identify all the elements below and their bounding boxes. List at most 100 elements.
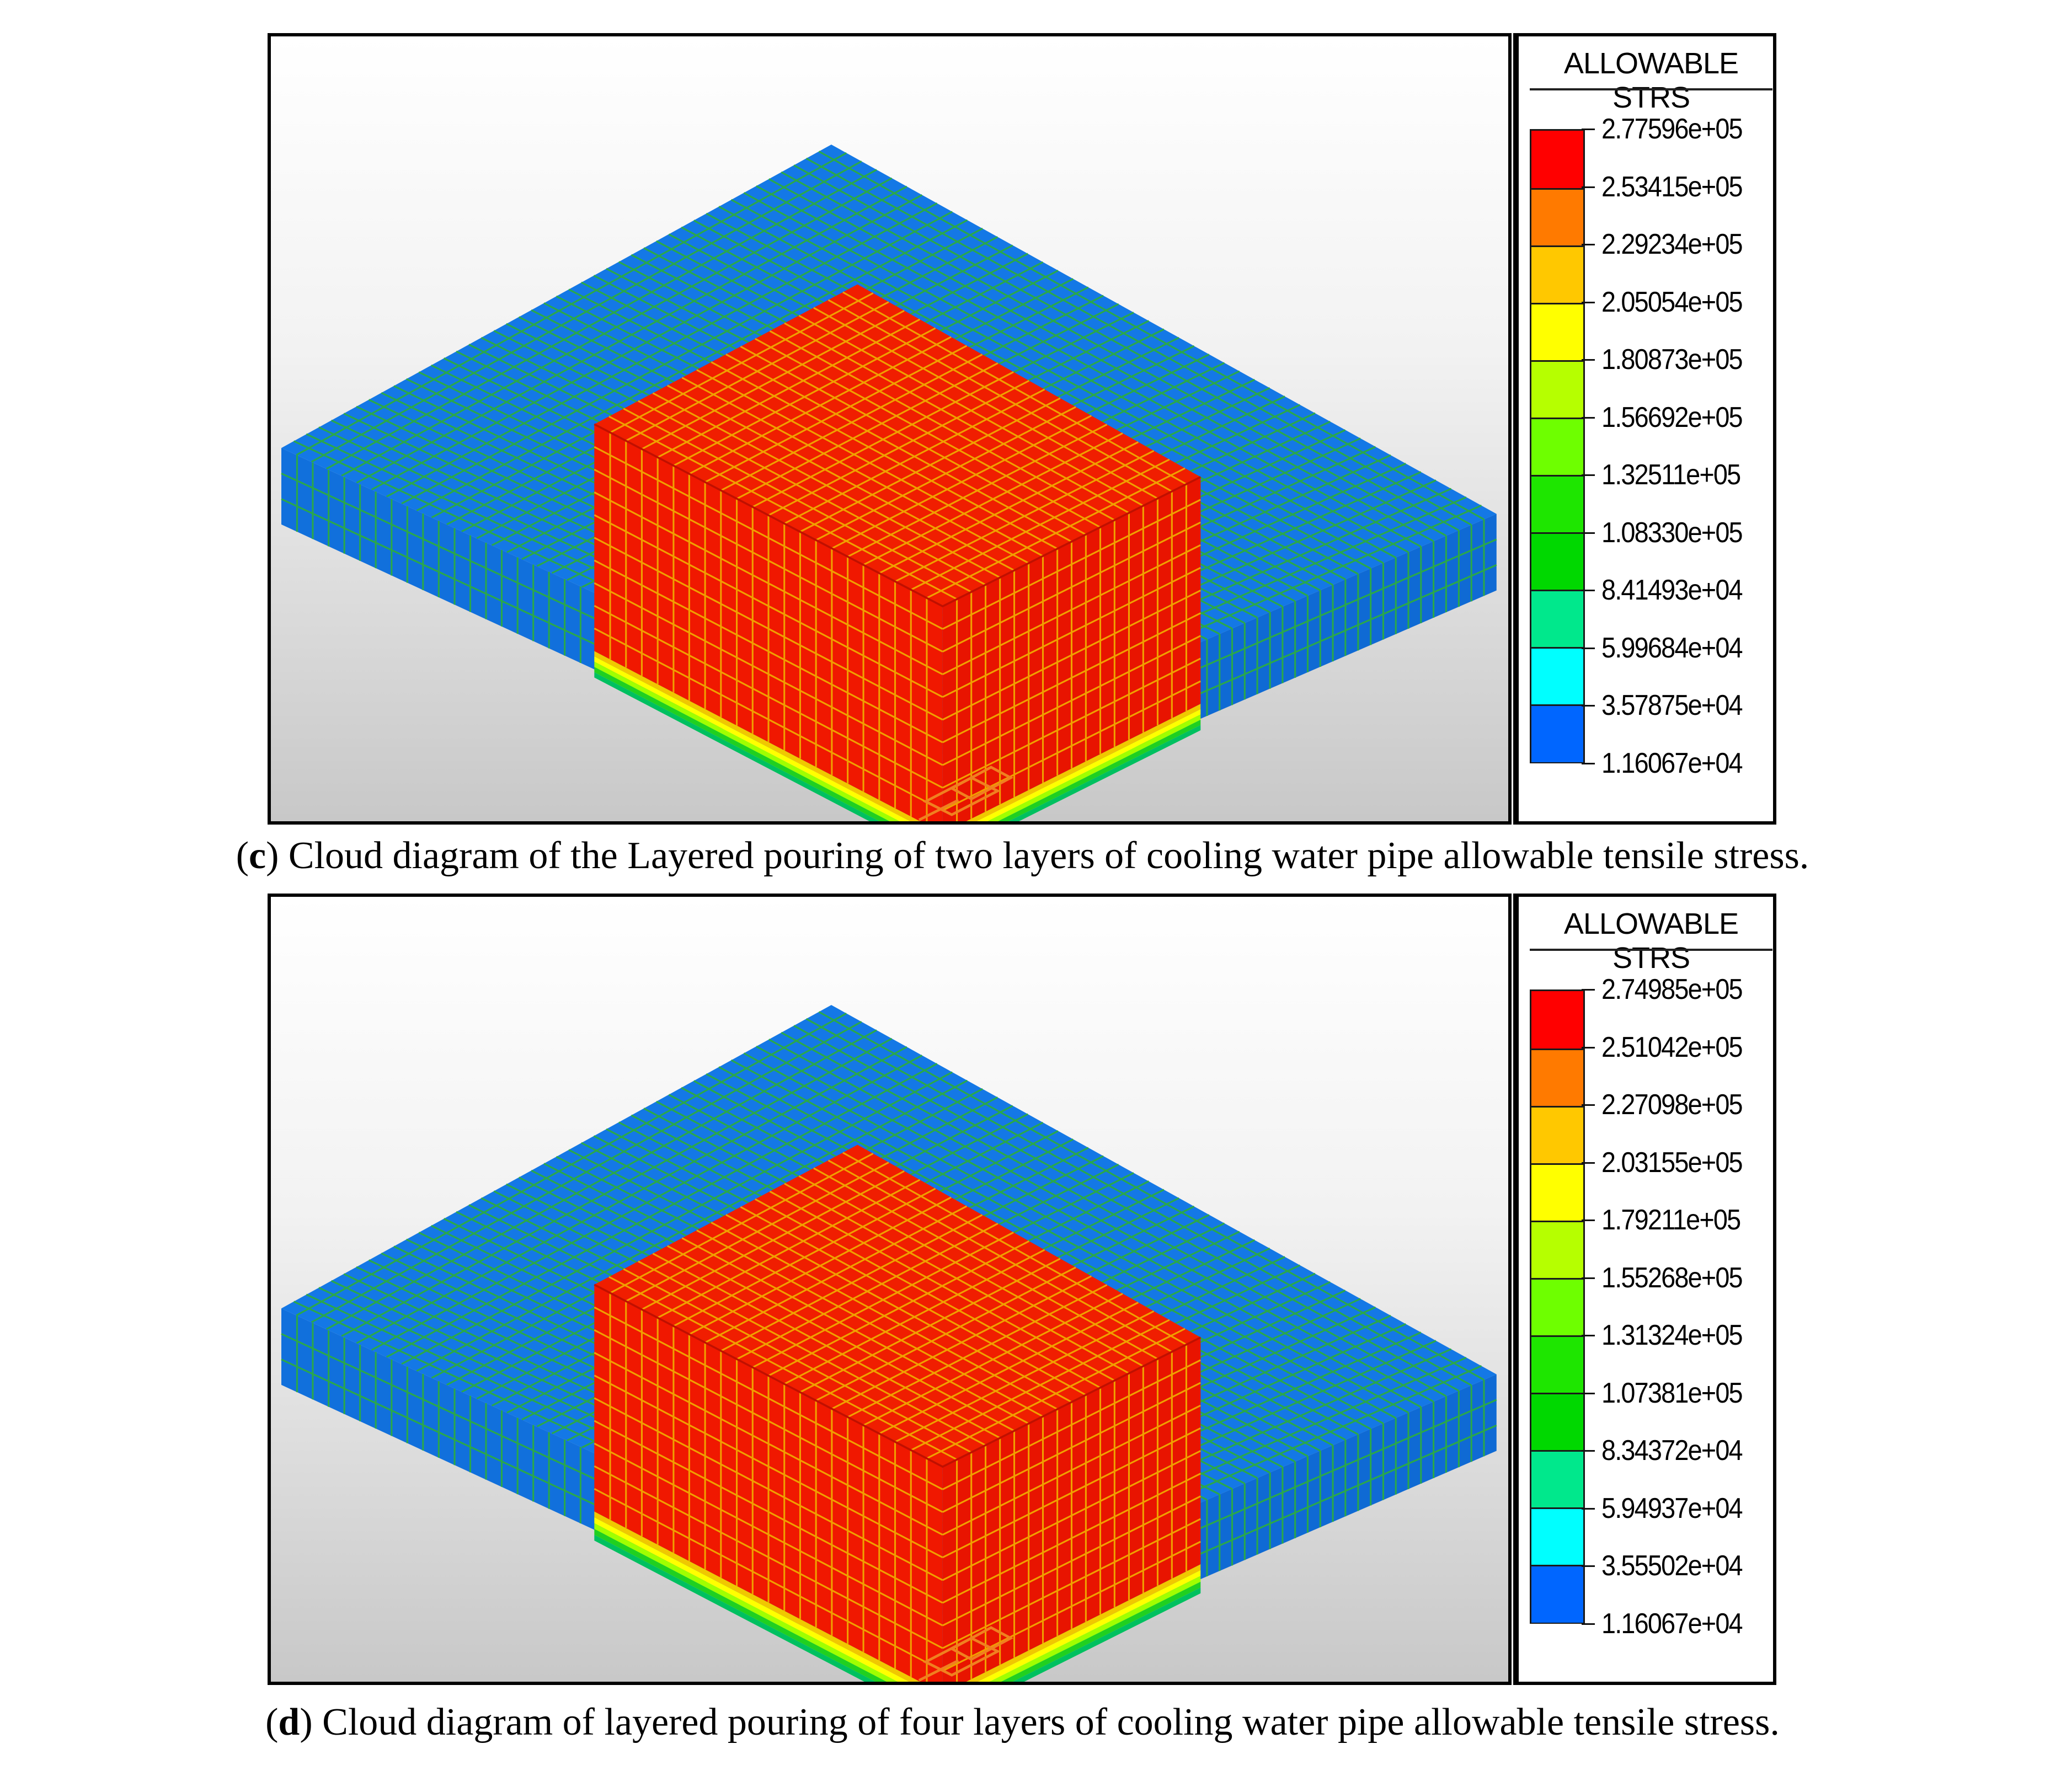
- legend-swatch: [1531, 991, 1583, 1049]
- legend-value-label: 1.31324e+05: [1601, 1319, 1743, 1352]
- legend-tick: [1582, 989, 1595, 991]
- fe-model-c: [281, 145, 1497, 821]
- legend-swatch: [1531, 1565, 1583, 1623]
- axis-triad-icon: [918, 766, 1014, 821]
- caption-text: ) Cloud diagram of the Layered pouring o…: [266, 835, 1809, 877]
- axis-triad-line: [918, 1659, 959, 1682]
- block-left-stress-band: [594, 672, 880, 821]
- legend-tick: [1582, 1335, 1595, 1337]
- caption-letter: c: [249, 835, 266, 877]
- axis-triad-box: [949, 766, 1014, 801]
- block-top-mesh: [608, 1152, 1187, 1461]
- legend-value-label: 2.51042e+05: [1601, 1031, 1743, 1063]
- legend-value-label: 1.16067e+04: [1601, 1608, 1743, 1640]
- legend-swatch: [1531, 1163, 1583, 1221]
- legend-swatch: [1531, 131, 1583, 189]
- legend-tick: [1582, 1162, 1595, 1164]
- block-edge: [594, 423, 1202, 608]
- legend-color-bar: [1530, 129, 1585, 763]
- block-right-stress-band: [1001, 1581, 1201, 1682]
- legend-color-bar: [1530, 989, 1585, 1624]
- legend-value-label: 8.41493e+04: [1601, 574, 1743, 607]
- legend-swatch: [1531, 647, 1583, 705]
- legend-tick: [1582, 763, 1595, 764]
- legend-value-label: 1.55268e+05: [1601, 1261, 1743, 1294]
- block-left-stress-band: [594, 656, 910, 821]
- legend-value-label: 5.99684e+04: [1601, 632, 1743, 664]
- legend-d: ALLOWABLE STRS 2.74985e+05 2.51042e+05 2.2…: [1513, 894, 1776, 1685]
- block-right-stress-band: [1008, 725, 1201, 821]
- block-left-mesh: [594, 1293, 943, 1682]
- legend-swatch: [1531, 1278, 1583, 1336]
- fe-model-group: [281, 145, 1497, 821]
- fe-model-group: [281, 1005, 1497, 1682]
- legend-value-label: 1.07381e+05: [1601, 1377, 1743, 1409]
- legend-tick: [1582, 244, 1595, 246]
- legend-swatch: [1531, 1507, 1583, 1565]
- legend-value-label: 1.16067e+04: [1601, 747, 1743, 779]
- block-top-mesh: [608, 291, 1187, 600]
- legend-title-underline: [1530, 88, 1772, 90]
- block-left-stress-band: [594, 661, 900, 821]
- caption-d: (d) Cloud diagram of layered pouring of …: [265, 1701, 1780, 1743]
- legend-tick: [1582, 1277, 1595, 1279]
- legend-value-label: 8.34372e+04: [1601, 1435, 1743, 1467]
- legend-tick: [1582, 359, 1595, 361]
- block-right-stress-band: [987, 714, 1201, 821]
- caption-c: (c) Cloud diagram of the Layered pouring…: [236, 835, 1809, 877]
- model-viewport-d: [268, 894, 1512, 1685]
- legend-tick: [1582, 532, 1595, 534]
- block-left-mesh: [594, 432, 943, 821]
- legend-swatch: [1531, 360, 1583, 418]
- legend-value-label: 2.05054e+05: [1601, 286, 1743, 318]
- legend-title: ALLOWABLE STRS: [1563, 47, 1739, 114]
- legend-swatch: [1531, 475, 1583, 533]
- block-right-mesh: [942, 484, 1202, 821]
- legend-swatch: [1531, 1393, 1583, 1451]
- legend-tick: [1582, 1392, 1595, 1394]
- fe-model-d: [281, 1005, 1497, 1682]
- stress-contour-panel-c: ALLOWABLE STRS 2.77596e+05 2.53415e+05 2.2…: [268, 33, 1776, 825]
- caption-letter: d: [278, 1701, 300, 1743]
- legend-value-label: 2.29234e+05: [1601, 228, 1743, 261]
- legend-tick: [1582, 1565, 1595, 1568]
- legend-swatch: [1531, 1335, 1583, 1393]
- axis-triad-line: [918, 799, 959, 821]
- block-left-stress-band: [594, 1517, 909, 1682]
- legend-value-label: 2.74985e+05: [1601, 973, 1743, 1005]
- stress-contour-panel-d: ALLOWABLE STRS 2.74985e+05 2.51042e+05 2.2…: [268, 894, 1776, 1685]
- legend-title: ALLOWABLE STRS: [1563, 907, 1739, 975]
- legend-tick: [1582, 301, 1595, 303]
- legend-swatch: [1531, 1049, 1583, 1106]
- legend-swatch: [1531, 590, 1583, 648]
- legend-value-label: 2.27098e+05: [1601, 1089, 1743, 1121]
- legend-tick: [1582, 590, 1595, 592]
- legend-tick: [1582, 705, 1595, 707]
- legend-tick: [1582, 416, 1595, 419]
- legend-swatch: [1531, 303, 1583, 361]
- legend-tick: [1582, 474, 1595, 477]
- legend-value-label: 1.56692e+05: [1601, 401, 1743, 434]
- legend-tick: [1582, 1219, 1595, 1222]
- legend-swatch: [1531, 1450, 1583, 1508]
- legend-value-label: 1.79211e+05: [1601, 1204, 1741, 1237]
- legend-title-underline: [1530, 949, 1772, 951]
- legend-swatch: [1531, 418, 1583, 475]
- legend-tick: [1582, 186, 1595, 188]
- legend-value-label: 1.32511e+05: [1601, 459, 1741, 491]
- legend-value-label: 1.80873e+05: [1601, 344, 1743, 376]
- legend-swatch: [1531, 1106, 1583, 1164]
- legend-swatch: [1531, 704, 1583, 762]
- axis-triad-icon: [918, 1626, 1014, 1682]
- block-left-stress-band: [594, 1529, 887, 1682]
- legend-c: ALLOWABLE STRS 2.77596e+05 2.53415e+05 2.2…: [1513, 33, 1776, 825]
- block-edge: [594, 1283, 1202, 1468]
- legend-tick: [1582, 1104, 1595, 1106]
- legend-value-label: 2.77596e+05: [1601, 113, 1743, 145]
- legend-swatch: [1531, 188, 1583, 246]
- legend-value-label: 1.08330e+05: [1601, 516, 1743, 549]
- caption-text: ) Cloud diagram of layered pouring of fo…: [300, 1701, 1780, 1743]
- legend-tick: [1582, 1507, 1595, 1510]
- legend-tick: [1582, 647, 1595, 649]
- legend-value-label: 5.94937e+04: [1601, 1492, 1743, 1524]
